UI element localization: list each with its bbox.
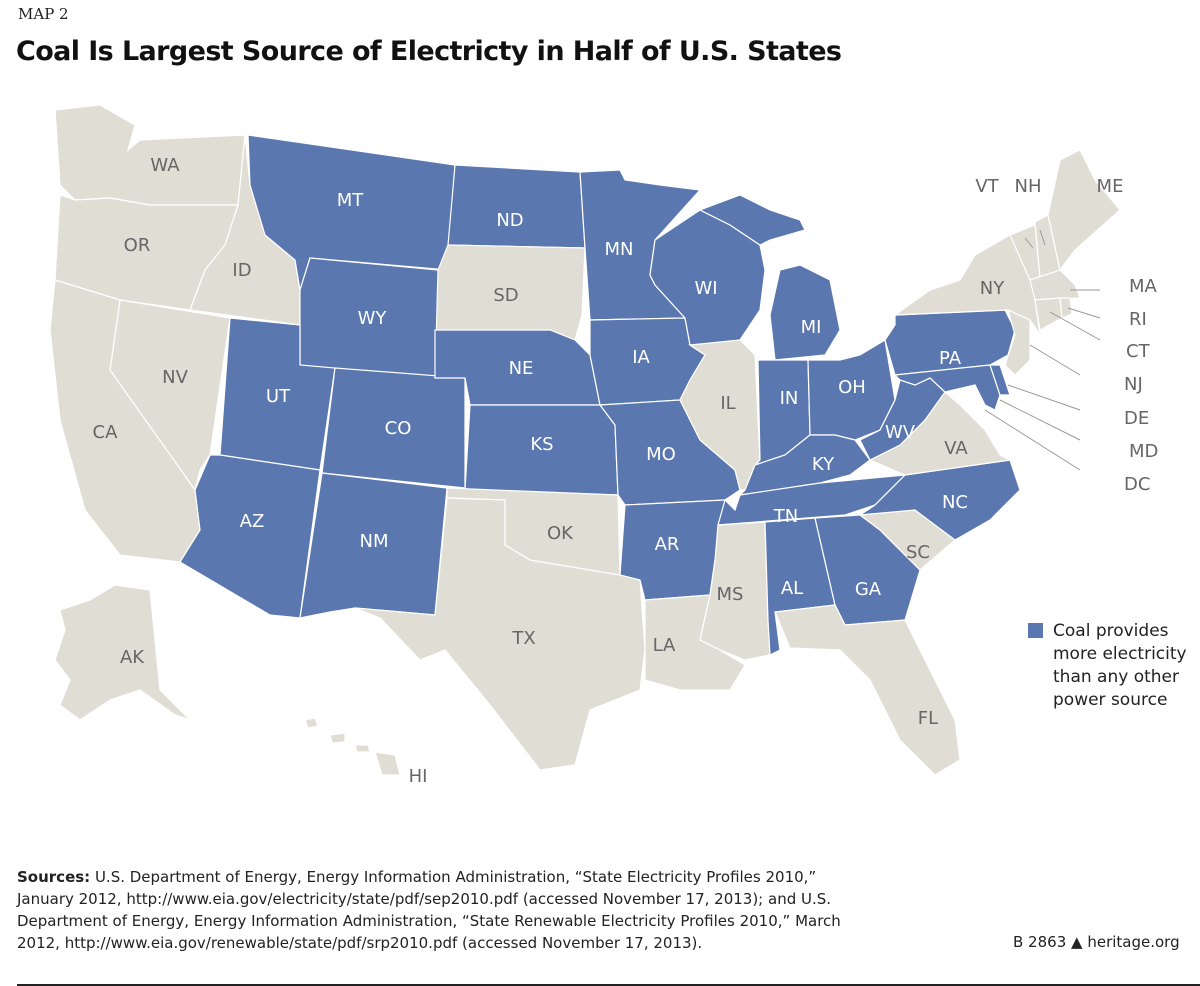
state-label-tx: TX — [511, 628, 535, 649]
state-label-sd: SD — [493, 285, 518, 306]
state-label-il: IL — [720, 393, 735, 414]
state-label-or: OR — [124, 235, 151, 256]
site-link[interactable]: heritage.org — [1087, 933, 1180, 951]
state-label-co: CO — [385, 418, 412, 439]
state-label-tn: TN — [773, 506, 798, 527]
state-nd — [447, 164, 586, 249]
state-label-wy: WY — [358, 308, 388, 329]
state-ak — [54, 584, 191, 721]
map-kicker: MAP 2 — [18, 5, 69, 23]
state-hi — [304, 717, 319, 729]
state-hi — [329, 732, 346, 744]
state-label-ct: CT — [1126, 341, 1151, 362]
state-label-sc: SC — [906, 542, 930, 563]
state-label-me: ME — [1097, 176, 1124, 197]
state-label-wv: WV — [885, 422, 916, 443]
state-label-wi: WI — [694, 278, 717, 299]
legend-label: Coal provides more electricity than any … — [1053, 621, 1187, 710]
state-label-ga: GA — [855, 579, 882, 600]
state-label-dc: DC — [1124, 474, 1150, 495]
state-ct — [1034, 297, 1063, 331]
leader-line-md — [999, 399, 1081, 441]
report-code: B 2863 — [1013, 933, 1067, 951]
state-label-ky: KY — [812, 454, 835, 475]
state-ms — [699, 521, 771, 661]
state-label-in: IN — [780, 388, 799, 409]
leader-line-nh — [1039, 229, 1046, 246]
leader-line-vt — [1024, 237, 1034, 249]
state-label-pa: PA — [939, 348, 962, 369]
state-nc — [859, 459, 1021, 541]
state-mi — [698, 194, 806, 246]
state-label-ne: NE — [509, 358, 534, 379]
state-label-la: LA — [653, 635, 676, 656]
state-label-nm: NM — [360, 531, 389, 552]
state-label-ut: UT — [266, 386, 291, 407]
state-label-mn: MN — [605, 239, 634, 260]
sources-label: Sources: — [17, 868, 91, 886]
state-label-ny: NY — [980, 278, 1005, 299]
bottom-rule — [17, 984, 1200, 986]
state-label-mt: MT — [337, 190, 365, 211]
leader-line-ri — [1067, 307, 1101, 319]
sources-text: U.S. Department of Energy, Energy Inform… — [17, 868, 841, 952]
state-label-mi: MI — [801, 317, 822, 338]
state-il — [679, 339, 761, 491]
state-label-nj: NJ — [1124, 374, 1143, 395]
state-label-az: AZ — [240, 511, 265, 532]
leader-line-nj — [1029, 344, 1081, 376]
state-hi — [354, 744, 371, 753]
state-label-ca: CA — [93, 422, 119, 443]
leader-line-ct — [1049, 311, 1101, 341]
sources-note: Sources: U.S. Department of Energy, Ener… — [17, 866, 867, 954]
leader-line-de — [1007, 384, 1081, 411]
state-label-wa: WA — [150, 155, 180, 176]
state-label-hi: HI — [409, 766, 428, 787]
state-ri — [1059, 297, 1073, 319]
state-label-ms: MS — [717, 584, 744, 605]
state-mi — [769, 264, 841, 361]
state-label-mo: MO — [646, 444, 676, 465]
state-label-md: MD — [1129, 441, 1158, 462]
state-az — [179, 454, 321, 619]
state-label-vt: VT — [975, 176, 999, 197]
state-hi — [374, 751, 401, 776]
state-de — [989, 364, 1011, 396]
state-label-ia: IA — [632, 347, 650, 368]
state-label-ar: AR — [655, 534, 680, 555]
state-label-al: AL — [781, 578, 803, 599]
state-label-ma: MA — [1129, 276, 1158, 297]
credit: B 2863 ▲ heritage.org — [1013, 933, 1180, 951]
legend-swatch-coal — [1028, 623, 1043, 638]
map-title: Coal Is Largest Source of Electricty in … — [16, 36, 842, 67]
state-label-de: DE — [1124, 408, 1149, 429]
state-ma — [1029, 269, 1081, 301]
state-label-nd: ND — [496, 210, 523, 231]
state-label-va: VA — [944, 438, 968, 459]
state-label-ok: OK — [547, 523, 574, 544]
state-me — [1047, 149, 1121, 272]
state-tx — [354, 497, 646, 771]
state-label-ri: RI — [1129, 309, 1147, 330]
leader-line-dc — [984, 409, 1081, 471]
state-label-ks: KS — [530, 434, 553, 455]
state-tn — [717, 474, 907, 526]
state-label-ak: AK — [120, 647, 145, 668]
state-label-oh: OH — [838, 377, 866, 398]
liberty-bell-icon: ▲ — [1071, 933, 1083, 951]
state-label-nh: NH — [1015, 176, 1042, 197]
state-label-id: ID — [232, 260, 251, 281]
state-fl — [774, 604, 961, 776]
state-label-fl: FL — [918, 708, 938, 729]
state-label-nv: NV — [162, 367, 188, 388]
state-label-nc: NC — [942, 492, 968, 513]
legend: Coal provides more electricity than any … — [1028, 620, 1200, 712]
